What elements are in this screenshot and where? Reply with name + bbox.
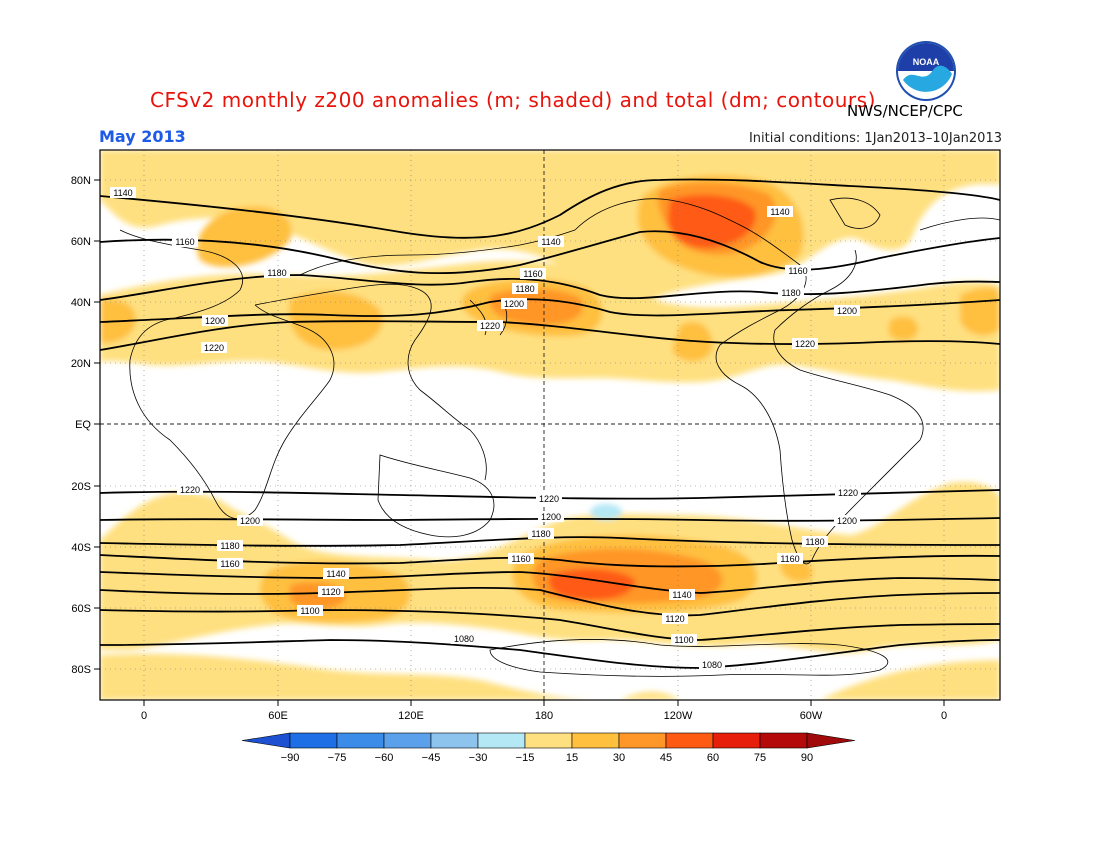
- plot-frame: [99, 149, 1001, 701]
- contour-label: 1200: [837, 516, 857, 526]
- contour-label: 1160: [780, 554, 799, 564]
- contour-label: 1180: [267, 268, 286, 278]
- colorbar-label: 15: [566, 752, 578, 764]
- lat-label: 20N: [71, 358, 91, 370]
- noaa-logo-icon: NOAA: [896, 41, 956, 101]
- lon-label: 120W: [664, 710, 693, 722]
- colorbar-label: 45: [660, 752, 672, 764]
- contour-label: 1180: [531, 529, 550, 539]
- longitude-labels: 0 60E 120E 180 120W 60W 0: [141, 710, 947, 722]
- contour-label: 1140: [770, 207, 789, 217]
- contour-label: 1220: [204, 343, 224, 353]
- colorbar-swatch: [759, 732, 808, 749]
- agency-label: NWS/NCEP/CPC: [847, 102, 963, 120]
- colorbar-label: 60: [707, 752, 719, 764]
- contour-label: 1220: [539, 494, 559, 504]
- lat-label: 80S: [71, 664, 91, 676]
- lon-label: 120E: [398, 710, 424, 722]
- colorbar-swatch: [571, 732, 620, 749]
- contour-label: 1220: [180, 485, 200, 495]
- colorbar: −90 −75 −60 −45 −30 −15 15 30 45 60 75 90: [241, 732, 856, 764]
- colorbar-label: −45: [422, 752, 441, 764]
- initial-conditions-label: Initial conditions: 1Jan2013–10Jan2013: [748, 131, 1002, 146]
- contour-label: 1220: [795, 339, 815, 349]
- contour-label: 1160: [523, 269, 542, 279]
- colorbar-arrow-left: [241, 732, 291, 749]
- contour-label: 1120: [665, 614, 684, 624]
- contour-label: 1160: [788, 266, 807, 276]
- contour-label: 1200: [504, 299, 524, 309]
- lat-label: 20S: [71, 481, 91, 493]
- lat-label: 40S: [71, 542, 91, 554]
- contour-labels: 1140 1160 1180 1200 1220 1140 1160 1180 …: [110, 187, 861, 670]
- colorbar-label: 30: [613, 752, 625, 764]
- lon-label: 0: [141, 710, 147, 722]
- lon-label: 180: [535, 710, 553, 722]
- colorbar-label: −75: [328, 752, 347, 764]
- colorbar-swatch: [336, 732, 385, 749]
- land-outlines: [119, 197, 1000, 677]
- colorbar-swatch: [665, 732, 714, 749]
- colorbar-swatch: [618, 732, 667, 749]
- colorbar-swatch: [289, 732, 338, 749]
- logo-text: NOAA: [913, 57, 940, 67]
- contour-label: 1140: [113, 188, 132, 198]
- contour-label: 1080: [702, 660, 722, 670]
- contour-label: 1140: [541, 237, 560, 247]
- contour-label: 1140: [326, 569, 345, 579]
- contour-label: 1180: [515, 284, 534, 294]
- colorbar-label: 75: [754, 752, 766, 764]
- contour-label: 1180: [805, 537, 824, 547]
- lon-label: 60W: [800, 710, 823, 722]
- contour-label: 1160: [220, 559, 239, 569]
- colorbar-swatch: [383, 732, 432, 749]
- lat-label: 60N: [71, 236, 91, 248]
- contour-label: 1160: [175, 237, 194, 247]
- contour-label: 1220: [838, 488, 858, 498]
- colorbar-swatch: [430, 732, 479, 749]
- contour-label: 1220: [480, 321, 500, 331]
- colorbar-label: 90: [801, 752, 813, 764]
- contour-label: 1100: [674, 635, 693, 645]
- contour-label: 1200: [541, 512, 561, 522]
- contour-label: 1180: [220, 541, 239, 551]
- lat-label: EQ: [75, 419, 91, 431]
- colorbar-swatch: [477, 732, 526, 749]
- colorbar-swatch: [524, 732, 573, 749]
- colorbar-label: −90: [281, 752, 300, 764]
- colorbar-arrow-right: [806, 732, 856, 749]
- axis-ticks: [94, 179, 945, 706]
- anomaly-shading: 1140 1160 1180 1200 1220 1140 1160 1180 …: [100, 150, 1000, 700]
- contour-label: 1200: [205, 316, 225, 326]
- latitude-labels: 80N 60N 40N 20N EQ 20S 40S 60S 80S: [71, 175, 92, 676]
- contour-label: 1180: [781, 288, 800, 298]
- contour-label: 1100: [300, 606, 319, 616]
- colorbar-label: −60: [375, 752, 394, 764]
- lat-label: 60S: [71, 603, 91, 615]
- valid-month-label: May 2013: [99, 127, 186, 146]
- colorbar-swatch: [712, 732, 761, 749]
- lat-label: 80N: [71, 175, 91, 187]
- lat-label: 40N: [71, 297, 91, 309]
- lon-label: 60E: [268, 710, 288, 722]
- contour-label: 1120: [321, 587, 340, 597]
- colorbar-label: −30: [469, 752, 488, 764]
- colorbar-label: −15: [516, 752, 535, 764]
- chart-title: CFSv2 monthly z200 anomalies (m; shaded)…: [150, 88, 876, 112]
- contour-label: 1140: [672, 590, 691, 600]
- contour-label: 1080: [454, 634, 474, 644]
- lat-lon-grid: [100, 150, 1000, 700]
- contour-label: 1200: [240, 516, 260, 526]
- contour-label: 1200: [837, 306, 857, 316]
- lon-label: 0: [941, 710, 947, 722]
- contour-label: 1160: [511, 554, 530, 564]
